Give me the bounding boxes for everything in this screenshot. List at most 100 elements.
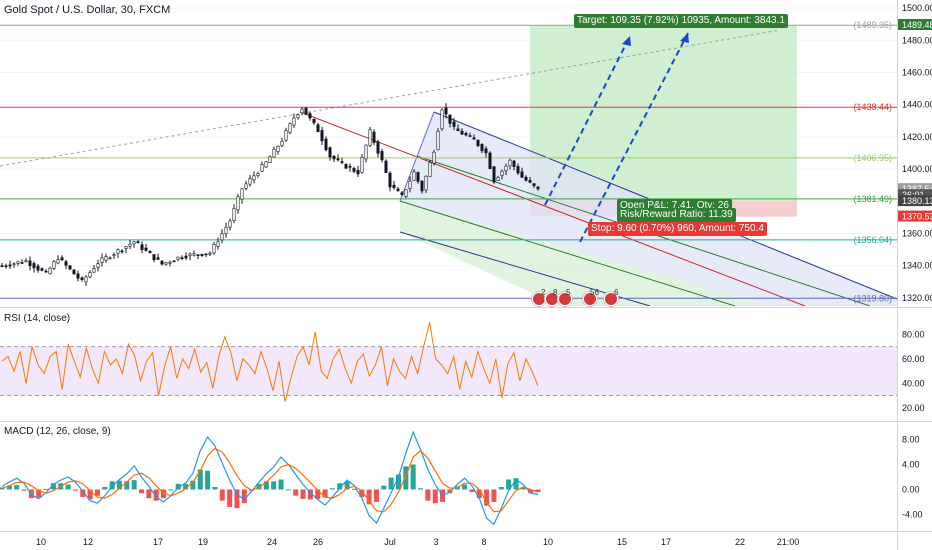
symbol-title[interactable]: Gold Spot / U.S. Dollar, 30, FXCM: [4, 4, 171, 16]
macd-histogram-bar: [285, 489, 291, 491]
candle-body: [348, 165, 352, 168]
candle-body: [240, 188, 244, 200]
event-count: 8: [553, 288, 558, 297]
macd-histogram-bar: [183, 483, 189, 490]
level-label: (1406.95): [853, 153, 892, 163]
pitchfork-lower-fill: [400, 201, 770, 306]
event-count: 5: [566, 288, 571, 297]
macd-histogram-bar: [337, 483, 343, 490]
event-flag-icon[interactable]: [604, 292, 618, 306]
macd-histogram-bar: [329, 488, 335, 490]
event-flag-icon[interactable]: [583, 292, 597, 306]
macd-histogram-bar: [271, 481, 277, 490]
price-tag: [898, 189, 932, 201]
macd-pane[interactable]: 8.00 4.00 0.00 -4.00: [0, 430, 923, 526]
time-tick-label: 17: [153, 537, 163, 547]
candle-body: [216, 241, 220, 247]
candle-body: [244, 183, 248, 189]
time-tick-label: 3: [433, 537, 438, 547]
macd-histogram-bar: [197, 469, 203, 490]
candle-body: [372, 131, 376, 143]
macd-histogram-bar: [212, 486, 218, 490]
candle-body: [104, 256, 108, 261]
risk-reward-label: Risk/Reward Ratio: 11.39: [617, 208, 736, 222]
candle-body: [192, 253, 196, 256]
macd-tick-label: 8.00: [902, 435, 920, 445]
candle-body: [188, 253, 192, 256]
candle-body: [408, 180, 412, 189]
candle-body: [124, 246, 128, 249]
price-tag-label: 1489.48: [902, 20, 932, 30]
candle-body: [324, 138, 328, 151]
macd-histogram-bar: [168, 489, 174, 491]
macd-histogram-bar: [131, 480, 137, 490]
candle-body: [140, 244, 144, 250]
price-tick-label: 1320.00: [902, 293, 932, 303]
event-flag-icon[interactable]: [558, 292, 572, 306]
time-axis[interactable]: 10 12 17 19 24 26 Jul 3 8 10 15 17 22 21:00: [36, 537, 799, 547]
candle-body: [528, 180, 532, 183]
macd-histogram-bar: [72, 489, 78, 491]
macd-histogram-bar: [506, 479, 512, 490]
candle-body: [68, 265, 72, 270]
time-tick-label: 21:00: [777, 537, 800, 547]
macd-tick-label: -4.00: [902, 509, 923, 519]
candle-body: [156, 257, 160, 260]
candle-body: [32, 263, 36, 269]
candle-body: [176, 256, 180, 260]
candle-body: [384, 160, 388, 173]
macd-histogram-bar: [520, 486, 526, 490]
candle-body: [420, 180, 424, 192]
rsi-title[interactable]: RSI (14, close): [4, 313, 71, 324]
candle-body: [136, 241, 140, 244]
macd-histogram-bar: [36, 489, 42, 498]
macd-histogram-bar: [381, 485, 387, 490]
candle-body: [512, 160, 516, 167]
candle-body: [268, 156, 272, 163]
pitchfork-lower-inner: [399, 200, 736, 306]
macd-histogram-bar: [476, 489, 482, 499]
macd-histogram-bar: [102, 486, 108, 490]
candle-body: [180, 257, 184, 259]
rsi-tick-label: 60.00: [902, 354, 925, 364]
macd-histogram-bar: [366, 489, 372, 505]
candle-body: [264, 161, 268, 168]
candle-body: [232, 208, 236, 221]
horizontal-levels[interactable]: (1489.35) (1438.44) (1406.95) (1381.49) (135…: [0, 20, 897, 303]
candle-body: [344, 163, 348, 169]
signal-line: [1, 447, 539, 513]
time-tick-label: Jul: [384, 537, 396, 547]
macd-histogram-bar: [278, 479, 284, 490]
macd-histogram-bar: [109, 481, 115, 490]
candle-body: [456, 128, 460, 132]
projection-arrows[interactable]: [544, 32, 689, 243]
candle-body: [472, 137, 476, 140]
candle-body: [356, 170, 360, 175]
candle-body: [60, 257, 64, 261]
rsi-tick-label: 80.00: [902, 329, 925, 339]
candle-body: [532, 183, 536, 187]
candle-body: [120, 250, 124, 253]
macd-histogram-bar: [425, 489, 431, 501]
candle-body: [480, 144, 484, 152]
candle-body: [504, 165, 508, 172]
rsi-pane[interactable]: 20.00 40.00 60.00 80.00: [0, 322, 925, 413]
price-axis[interactable]: 1320.001340.001360.001380.001400.001420.…: [898, 3, 932, 303]
level-label: (1356.04): [853, 235, 892, 245]
rsi-tick-label: 40.00: [902, 378, 925, 388]
event-count: 56: [590, 288, 599, 297]
macd-histogram-bar: [462, 484, 468, 490]
candle-body: [148, 250, 152, 254]
candle-body: [112, 254, 116, 256]
price-tick-label: 1400.00: [902, 164, 932, 174]
candle-body: [48, 267, 52, 275]
time-tick-label: 22: [735, 537, 745, 547]
candle-body: [168, 261, 172, 264]
macd-title[interactable]: MACD (12, 26, close, 9): [4, 426, 111, 437]
event-count: 6: [614, 288, 619, 297]
macd-histogram-bar: [256, 483, 262, 490]
macd-histogram-bar: [50, 483, 56, 490]
macd-histogram-bar: [234, 489, 240, 509]
candle-body: [444, 107, 448, 115]
